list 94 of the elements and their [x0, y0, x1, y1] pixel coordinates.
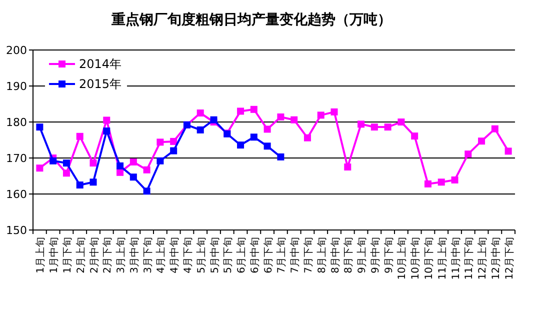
x-tick-label: 12月中旬 [490, 237, 502, 280]
point [130, 158, 137, 166]
x-tick-label: 5月中旬 [208, 237, 221, 274]
y-tick-label: 170 [6, 152, 27, 165]
point [344, 164, 352, 170]
point [76, 132, 84, 140]
point [116, 168, 124, 176]
y-tick-label: 190 [6, 80, 27, 93]
y-tick-label: 200 [6, 44, 27, 57]
x-tick-label: 7月中旬 [289, 237, 302, 274]
point [330, 108, 338, 116]
y-tick-label: 150 [6, 224, 27, 237]
x-tick-label: 2月下旬 [102, 237, 114, 274]
point [250, 106, 258, 113]
x-tick-label: 5月下旬 [222, 237, 234, 274]
point [277, 153, 284, 160]
point [438, 178, 445, 186]
x-tick-label: 10月中旬 [410, 237, 422, 280]
x-tick-label: 2月中旬 [88, 237, 100, 274]
point [210, 116, 218, 124]
point [116, 162, 124, 170]
point [424, 180, 432, 188]
x-tick-label: 4月中旬 [168, 237, 181, 274]
x-tick-label: 11月下旬 [463, 237, 476, 280]
x-tick-label: 1月中旬 [48, 237, 60, 274]
x-tick-label: 10月上旬 [396, 237, 408, 280]
x-tick-label: 3月中旬 [128, 237, 140, 274]
legend-label: 2015年 [79, 77, 122, 92]
point [237, 142, 244, 149]
x-tick-label: 1月下旬 [61, 237, 74, 274]
chart-title: 重点钢厂旬度粗钢日均产量变化趋势（万吨） [110, 11, 392, 28]
x-tick-label: 8月中旬 [329, 237, 342, 274]
x-tick-label: 10月下旬 [422, 237, 435, 280]
point [90, 160, 97, 167]
y-tick-label: 180 [6, 116, 27, 129]
x-tick-label: 6月中旬 [248, 237, 261, 274]
x-tick-label: 12月上旬 [476, 237, 489, 280]
x-tick-label: 9月下旬 [382, 237, 395, 274]
point [36, 164, 44, 172]
x-tick-label: 8月下旬 [342, 237, 355, 274]
x-tick-label: 7月下旬 [302, 237, 314, 274]
point [358, 120, 365, 128]
point [76, 182, 84, 188]
point [143, 188, 150, 195]
point [277, 113, 284, 120]
x-tick-label: 3月上旬 [115, 237, 128, 274]
point [103, 128, 110, 134]
x-tick-label: 7月上旬 [276, 237, 288, 274]
point [451, 176, 458, 184]
point [170, 138, 178, 145]
x-tick-label: 5月上旬 [195, 237, 208, 274]
point [237, 108, 244, 115]
point [143, 166, 150, 174]
point [156, 138, 164, 146]
point [196, 110, 204, 116]
legend-label: 2014年 [79, 57, 122, 72]
point [250, 134, 258, 141]
point [304, 134, 311, 142]
point [62, 170, 70, 177]
point [504, 148, 512, 155]
x-tick-label: 6月上旬 [236, 237, 248, 274]
x-tick-label: 1月上旬 [34, 237, 47, 274]
x-tick-label: 6月下旬 [262, 237, 274, 274]
point [384, 124, 392, 131]
point [103, 116, 110, 124]
x-tick-label: 4月下旬 [182, 237, 194, 274]
point [50, 157, 57, 164]
x-tick-label: 9月上旬 [356, 237, 368, 274]
point [398, 118, 405, 126]
point [62, 160, 70, 167]
point [370, 124, 378, 131]
x-tick-label: 3月下旬 [142, 237, 154, 274]
point [264, 126, 271, 133]
x-tick-label: 11月中旬 [450, 237, 462, 280]
point [196, 126, 204, 134]
y-tick-label: 160 [6, 188, 27, 201]
x-tick-label: 4月上旬 [155, 237, 168, 274]
point [36, 124, 44, 131]
point [478, 138, 486, 145]
point [317, 112, 324, 119]
point [290, 116, 298, 124]
x-tick-label: 8月上旬 [316, 237, 328, 274]
point [130, 174, 137, 181]
x-tick-label: 9月中旬 [369, 237, 382, 274]
point [170, 147, 178, 154]
x-tick-label: 2月上旬 [74, 237, 87, 274]
point [411, 132, 418, 140]
point [90, 178, 97, 186]
point [156, 157, 164, 164]
x-tick-label: 11月上旬 [436, 237, 448, 280]
point [491, 125, 498, 132]
x-tick-label: 12月下旬 [503, 237, 516, 280]
point [464, 150, 472, 158]
point [264, 142, 271, 150]
